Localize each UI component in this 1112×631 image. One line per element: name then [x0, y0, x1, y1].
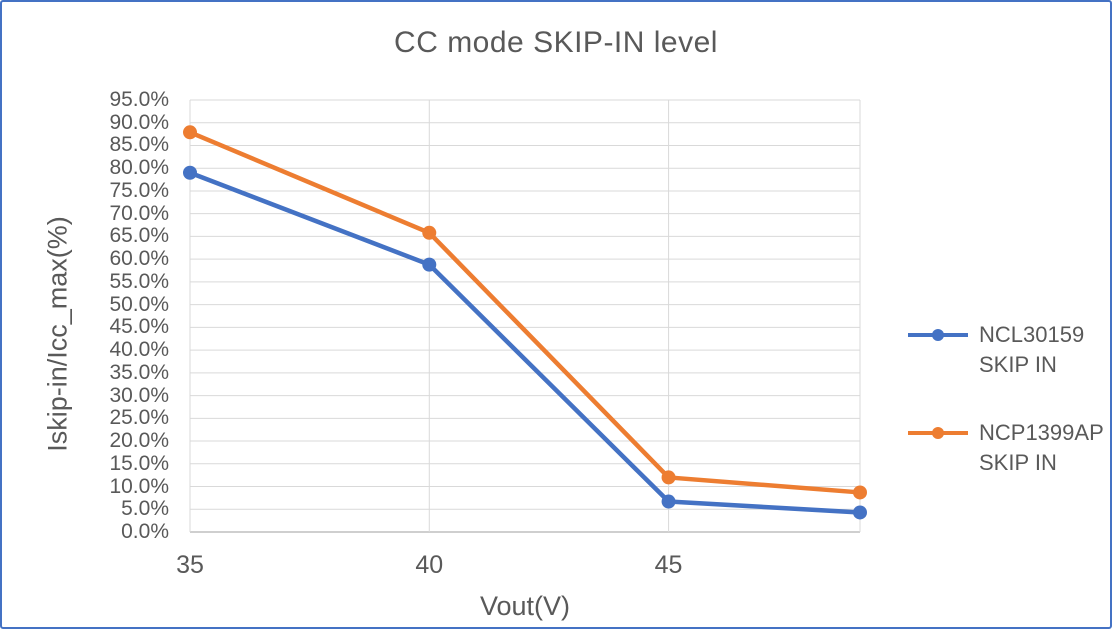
data-point-marker	[422, 257, 437, 272]
y-tick-label: 45.0%	[109, 315, 169, 339]
data-point-marker	[183, 125, 197, 140]
legend-line-marker-icon	[908, 427, 968, 439]
y-tick-label: 90.0%	[109, 110, 169, 134]
y-tick-label: 85.0%	[109, 133, 169, 157]
y-tick-label: 5.0%	[121, 497, 169, 521]
legend-label: NCP1399AP SKIP IN	[979, 418, 1104, 478]
data-point-marker	[422, 225, 437, 240]
y-tick-label: 20.0%	[109, 429, 169, 453]
x-tick-label: 40	[415, 551, 444, 579]
y-tick-label: 10.0%	[109, 474, 169, 498]
y-tick-label: 80.0%	[109, 156, 169, 180]
legend-marker-dot-icon	[932, 329, 944, 341]
legend-label-line: SKIP IN	[979, 450, 1057, 475]
x-tick-label: 35	[176, 551, 204, 579]
data-point-marker	[661, 494, 676, 509]
y-tick-label: 40.0%	[109, 338, 169, 362]
y-tick-label: 25.0%	[109, 406, 169, 430]
x-tick-label: 45	[654, 551, 683, 579]
data-point-marker	[661, 470, 676, 485]
series-line-NCP1399AP-SKIP-IN	[187, 130, 863, 495]
legend-line-marker-icon	[908, 329, 968, 341]
legend-label-line: NCP1399AP	[979, 420, 1104, 445]
y-tick-label: 95.0%	[109, 88, 169, 111]
legend-label-line: NCL30159	[979, 322, 1085, 347]
y-tick-label: 55.0%	[109, 269, 169, 293]
y-tick-label: 30.0%	[109, 383, 169, 407]
y-tick-label: 60.0%	[109, 247, 169, 271]
y-tick-label: 50.0%	[109, 292, 169, 316]
legend-label: NCL30159 SKIP IN	[979, 320, 1084, 380]
x-axis-title: Vout(V)	[479, 591, 571, 621]
chart-title: CC mode SKIP-IN level	[394, 26, 718, 59]
y-tick-label: 35.0%	[109, 360, 169, 384]
legend: NCL30159 SKIP IN NCP1399AP SKIP IN	[907, 320, 1104, 478]
legend-label-line: SKIP IN	[979, 352, 1057, 377]
legend-item: NCP1399AP SKIP IN	[907, 418, 1104, 478]
y-tick-label: 65.0%	[109, 224, 169, 248]
y-tick-label: 75.0%	[109, 178, 169, 202]
series-line-NCL30159-SKIP-IN	[187, 170, 863, 515]
y-tick-label: 15.0%	[109, 451, 169, 475]
data-point-marker	[853, 485, 867, 500]
data-point-marker	[183, 165, 197, 180]
y-tick-label: 0.0%	[121, 520, 169, 543]
data-point-marker	[853, 505, 867, 520]
legend-item: NCL30159 SKIP IN	[907, 320, 1104, 380]
legend-marker-dot-icon	[932, 427, 944, 439]
y-tick-label: 70.0%	[109, 201, 169, 225]
